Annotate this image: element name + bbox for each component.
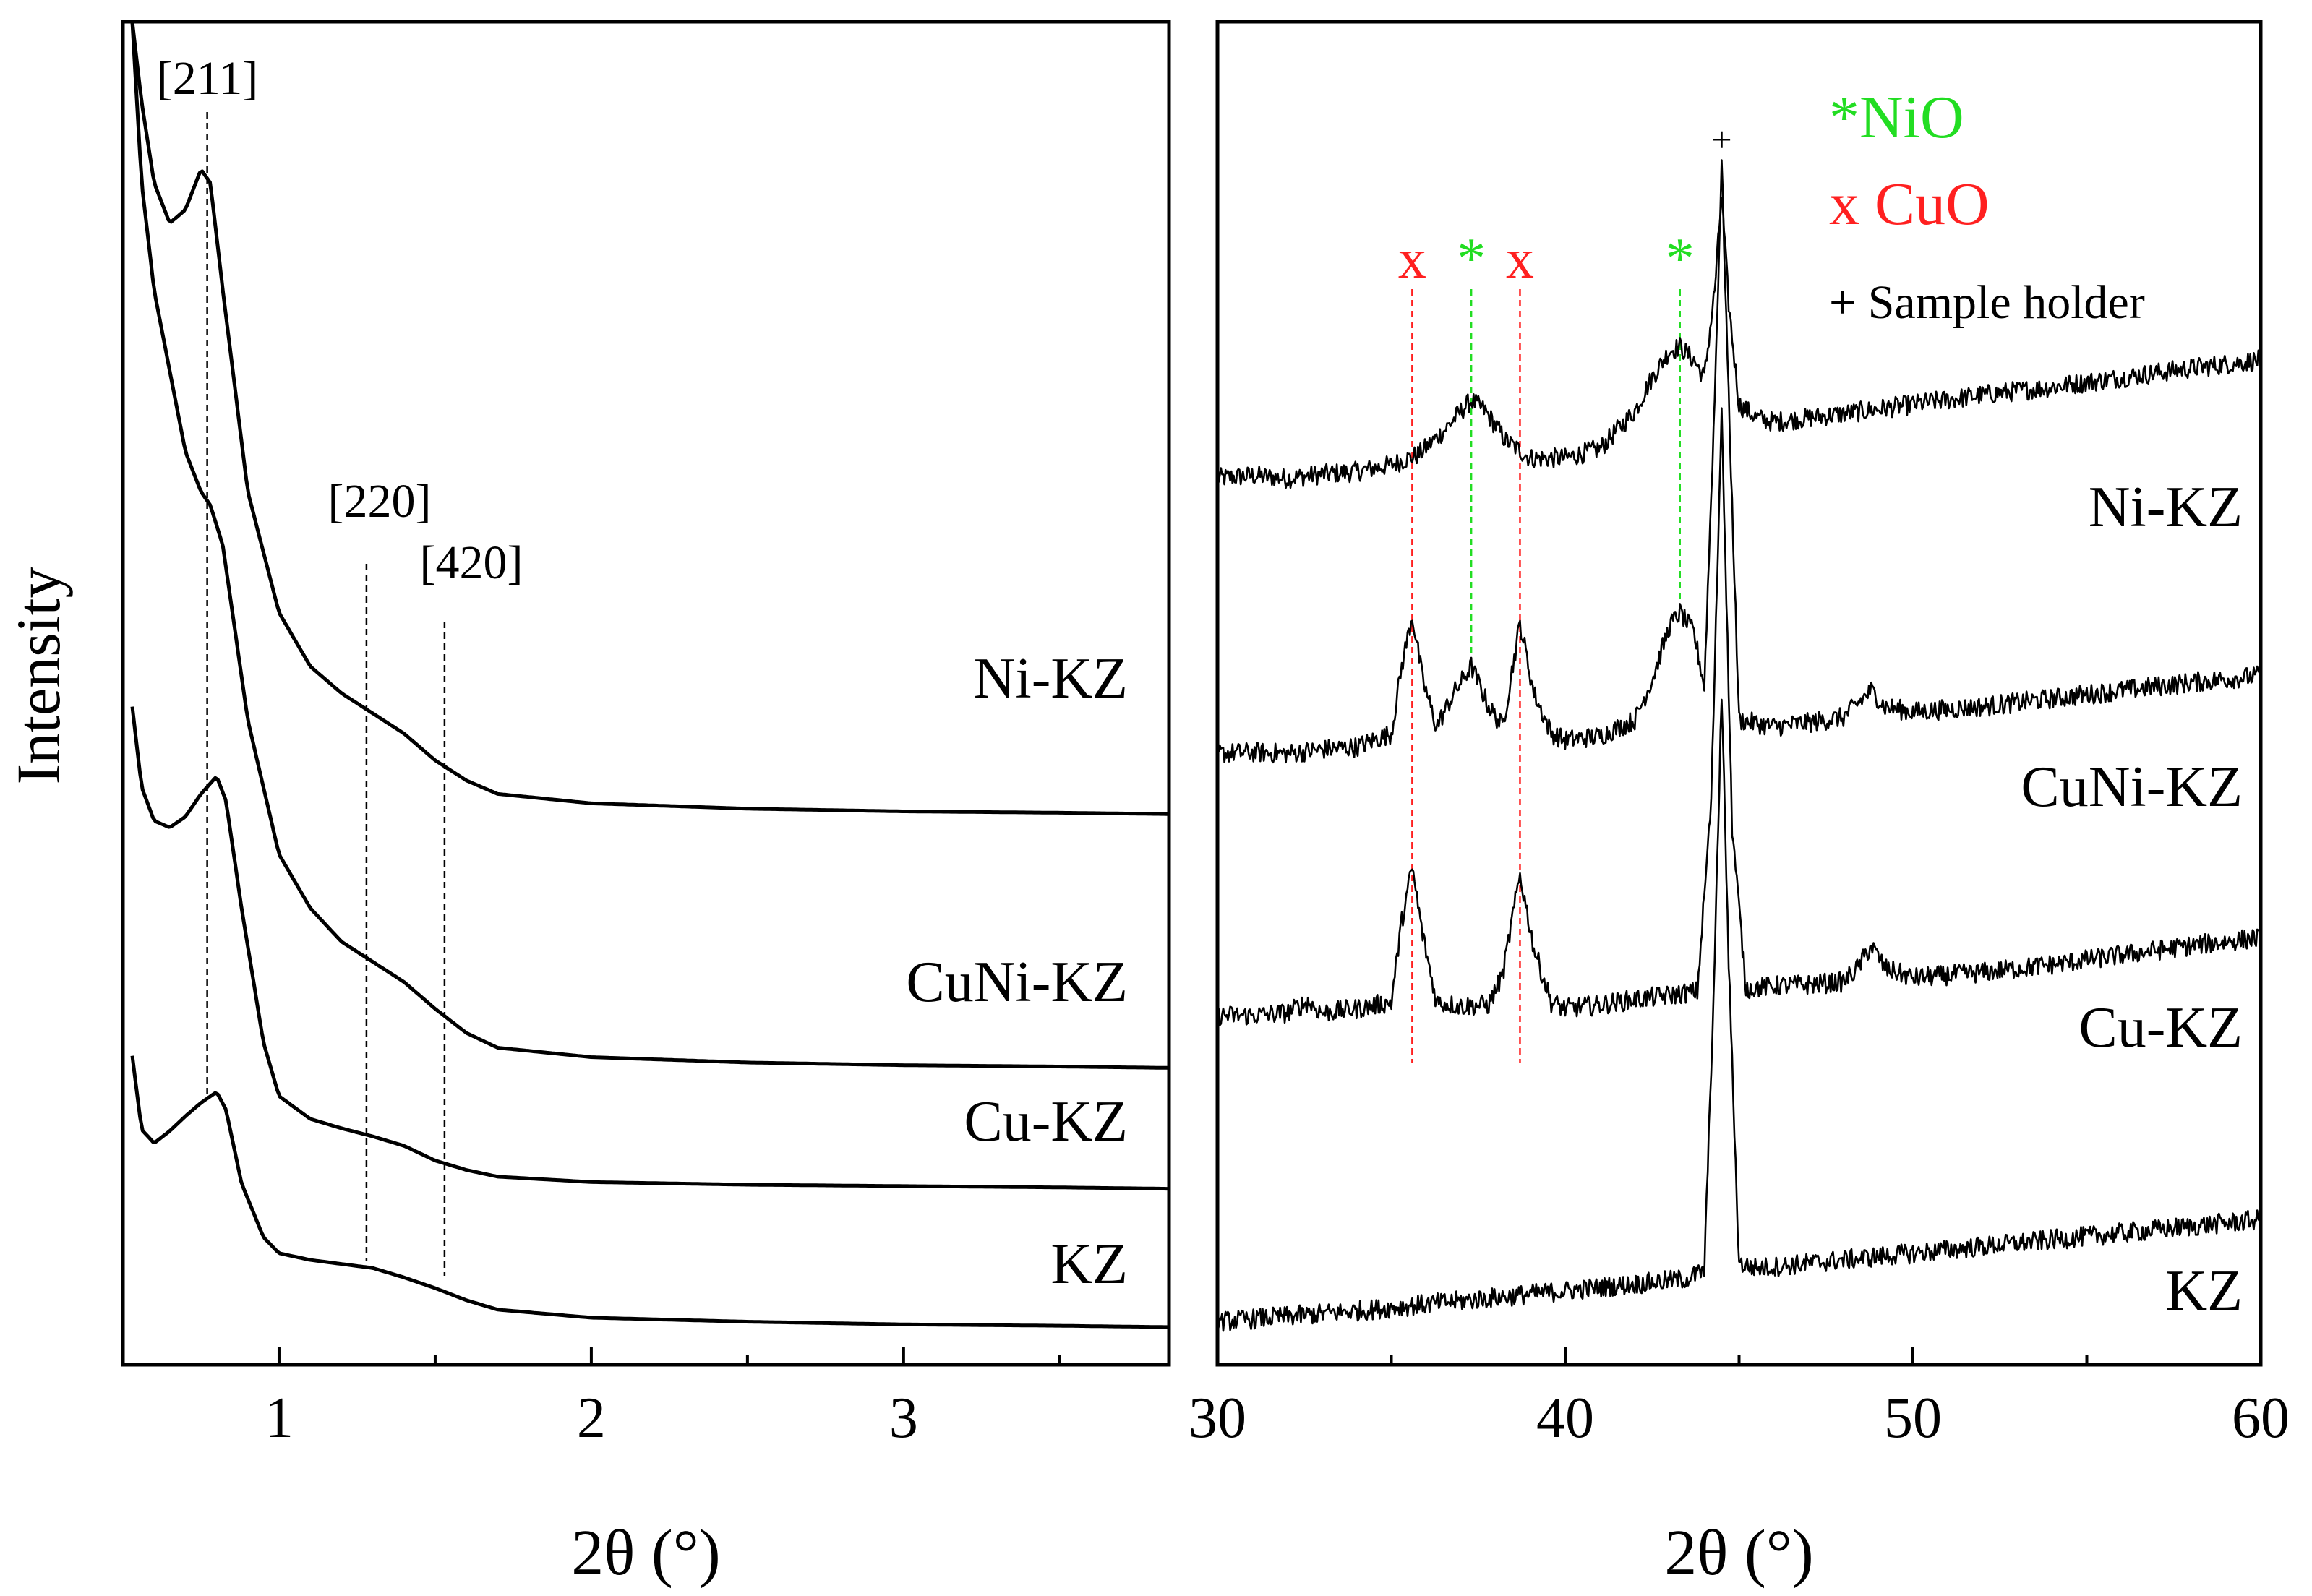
series-label-kz: KZ <box>1050 1232 1128 1296</box>
reference-label-211: [211] <box>157 52 259 105</box>
legend-entry-sample-holder: + Sample holder <box>1829 276 2145 329</box>
series-line-kz <box>130 1055 1170 1329</box>
series-line-ni-kz <box>130 21 1169 816</box>
x-tick-label: 1 <box>265 1386 294 1450</box>
series-label-ni-kz: Ni-KZ <box>974 647 1128 711</box>
x-axis-label: 2θ (°) <box>1664 1517 1814 1589</box>
series-line-kz <box>1216 698 2262 1332</box>
series-label-cu-kz: Cu-KZ <box>2078 996 2243 1060</box>
series-label-cuni-kz: CuNi-KZ <box>906 951 1128 1014</box>
series-line-cu-kz <box>1217 407 2262 1026</box>
x-tick-label: 3 <box>889 1386 918 1450</box>
series-line-ni-kz <box>1216 197 2262 489</box>
series-label-cu-kz: Cu-KZ <box>964 1090 1128 1154</box>
left-panel-low-angle: 1 2 3 2θ (°) [211] [220] [420] Ni-KZ CuNi-KZ Cu-K… <box>121 20 1171 1589</box>
reference-label-420: [420] <box>420 536 523 589</box>
series-label-cuni-kz: CuNi-KZ <box>2021 755 2243 819</box>
legend-entry-x-cuo: x CuO <box>1829 171 1990 238</box>
series-line-cu-kz <box>130 706 1169 1191</box>
reference-label-x: x <box>1398 227 1426 290</box>
reference-label-mark: + <box>1711 119 1731 160</box>
right-panel-wide-angle: 30 40 50 60 2θ (°) x * x * + Ni-KZ CuNi-KZ Cu-KZ KZ *N… <box>1189 20 2290 1589</box>
series-line-cuni-kz <box>1216 159 2262 764</box>
x-tick-label: 60 <box>2232 1386 2290 1450</box>
reference-label-x: x <box>1506 227 1534 290</box>
x-tick-label: 40 <box>1536 1386 1594 1450</box>
reference-label-mark: * <box>1666 227 1695 291</box>
reference-label-220: [220] <box>328 475 432 528</box>
legend-entry-nio: *NiO <box>1829 84 1964 151</box>
series-line-cuni-kz <box>130 21 1170 1070</box>
x-axis-label: 2θ (°) <box>571 1517 721 1589</box>
plot-frame <box>121 20 1171 1367</box>
x-tick-label: 50 <box>1884 1386 1942 1450</box>
reference-label-mark: * <box>1457 227 1486 291</box>
x-tick-label: 30 <box>1189 1386 1246 1450</box>
x-tick-label: 2 <box>577 1386 606 1450</box>
series-label-ni-kz: Ni-KZ <box>2089 476 2243 539</box>
series-label-kz: KZ <box>2165 1259 2243 1323</box>
y-axis-label: Intensity <box>4 567 73 785</box>
